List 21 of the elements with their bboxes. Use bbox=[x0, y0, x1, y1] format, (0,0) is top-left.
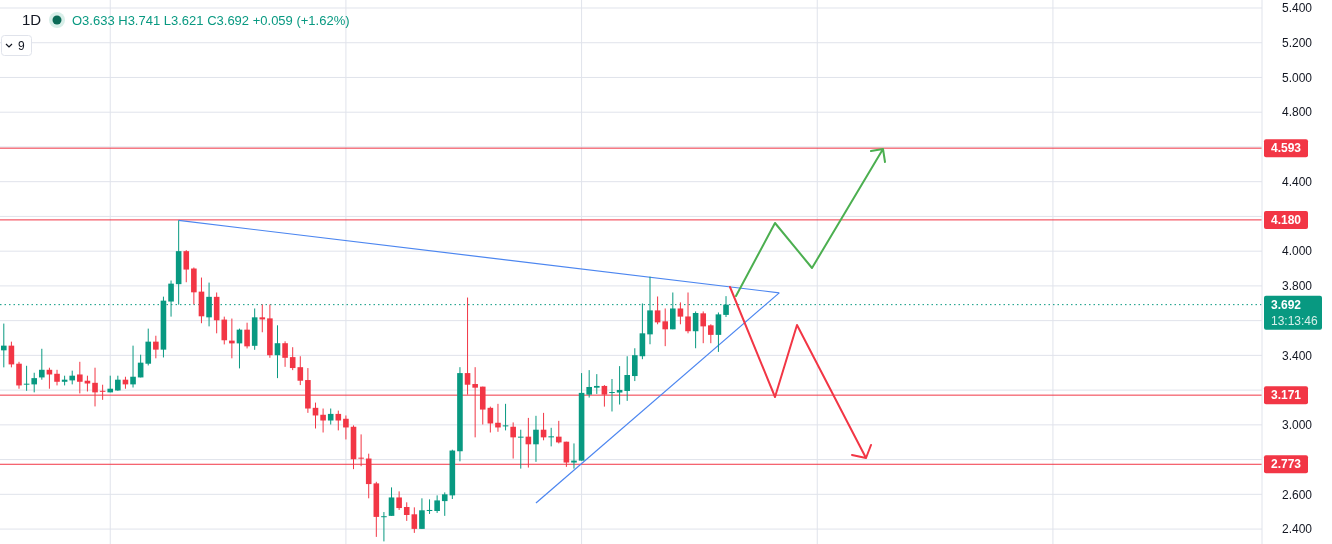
text: O3.633 H3.741 L3.621 C3.692 +0.059 (+1.62%) bbox=[72, 12, 350, 28]
y-tick-label: 4.000 bbox=[1282, 244, 1313, 259]
ref-line-label: 3.171 bbox=[1271, 388, 1302, 403]
ref-line-label: 4.593 bbox=[1271, 141, 1302, 156]
y-tick-label: 3.400 bbox=[1282, 348, 1313, 363]
y-tick-label: 4.800 bbox=[1282, 105, 1313, 120]
y-tick-label: 5.400 bbox=[1282, 1, 1313, 16]
ref-line-label: 4.180 bbox=[1271, 213, 1302, 228]
text: 1D bbox=[22, 11, 42, 29]
y-tick-label: 5.000 bbox=[1282, 70, 1313, 85]
ref-line-label: 2.773 bbox=[1271, 457, 1302, 472]
y-tick-label: 3.800 bbox=[1282, 279, 1313, 294]
y-tick-label: 2.600 bbox=[1282, 487, 1313, 502]
annotation: 9 bbox=[18, 38, 25, 53]
y-tick-label: 2.400 bbox=[1282, 522, 1313, 537]
ref-line-label: 3.692 bbox=[1271, 297, 1302, 312]
y-tick-label: 3.000 bbox=[1282, 418, 1313, 433]
indicator-count-toggle: 9 bbox=[1, 35, 32, 56]
y-tick-label: 4.400 bbox=[1282, 174, 1313, 189]
text: 13:13:46 bbox=[1271, 313, 1319, 328]
y-tick-label: 5.200 bbox=[1282, 35, 1313, 50]
